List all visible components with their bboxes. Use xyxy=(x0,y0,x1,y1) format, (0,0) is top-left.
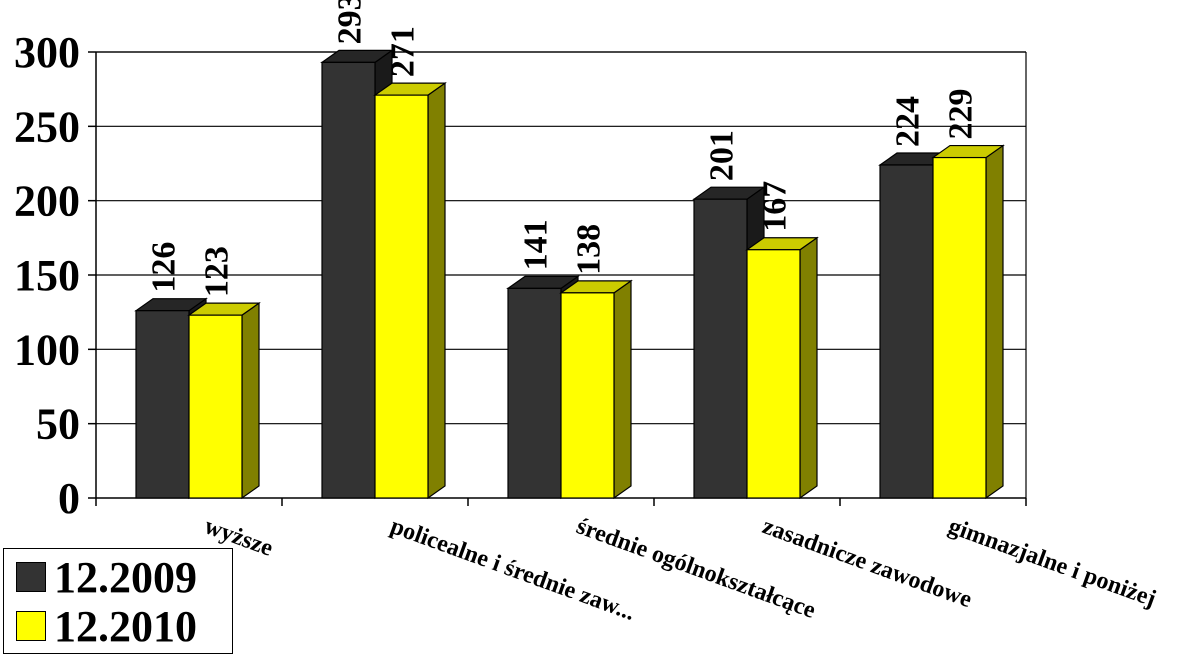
bar-side xyxy=(427,81,446,500)
data-label: 141 xyxy=(518,219,555,270)
bar-front xyxy=(135,310,190,499)
bar-side xyxy=(613,279,632,500)
bar-front xyxy=(321,61,376,499)
bar-12.2010-2 xyxy=(559,279,633,500)
y-tick-label: 200 xyxy=(14,177,80,226)
bar-front xyxy=(507,287,562,499)
bar-12.2010-1 xyxy=(373,81,447,500)
legend-label-2009: 12.2009 xyxy=(54,552,197,602)
legend: 12.2009 12.2010 xyxy=(3,548,233,654)
data-label: 123 xyxy=(199,246,236,297)
y-tick-label: 0 xyxy=(58,474,80,523)
y-tick-label: 100 xyxy=(14,325,80,374)
y-tick-label: 50 xyxy=(36,400,80,449)
bar-12.2010-0 xyxy=(187,301,261,500)
bar-front xyxy=(188,314,243,499)
data-label: 201 xyxy=(704,130,741,181)
bars xyxy=(134,49,1005,500)
legend-label-2010: 12.2010 xyxy=(54,601,197,651)
data-label: 271 xyxy=(385,26,422,77)
legend-swatch-2010 xyxy=(16,611,46,641)
y-tick-label: 250 xyxy=(14,102,80,151)
data-label: 229 xyxy=(943,89,980,140)
data-label: 138 xyxy=(571,224,608,275)
bar-12.2010-3 xyxy=(745,236,819,500)
legend-swatch-2009 xyxy=(16,562,46,592)
bar-front xyxy=(746,249,801,499)
bar-front xyxy=(693,198,748,499)
data-label: 293 xyxy=(332,0,369,44)
y-tick-label: 150 xyxy=(14,251,80,300)
legend-item-2009: 12.2009 xyxy=(16,552,197,602)
bar-12.2010-4 xyxy=(931,144,1005,500)
bar-side xyxy=(241,301,260,500)
bar-front xyxy=(560,292,615,499)
bar-front xyxy=(879,164,934,499)
data-label: 224 xyxy=(890,96,927,147)
bar-side xyxy=(799,236,818,500)
data-labels: 126 123 293 271 141 138 201 167 224 229 xyxy=(146,0,980,297)
category-label: gimnazjalne i poniżej xyxy=(945,513,1159,612)
bar-front xyxy=(374,94,429,499)
category-labels: wyższe policealne i średnie zaw...średnie… xyxy=(201,513,1159,626)
legend-item-2010: 12.2010 xyxy=(16,601,197,651)
y-tick-label: 300 xyxy=(14,28,80,77)
data-label: 167 xyxy=(757,181,794,232)
bar-side xyxy=(985,144,1004,500)
bar-front xyxy=(932,156,987,499)
y-tick-labels: 0 50 100 150 200 250 300 xyxy=(14,28,80,523)
data-label: 126 xyxy=(146,242,183,293)
